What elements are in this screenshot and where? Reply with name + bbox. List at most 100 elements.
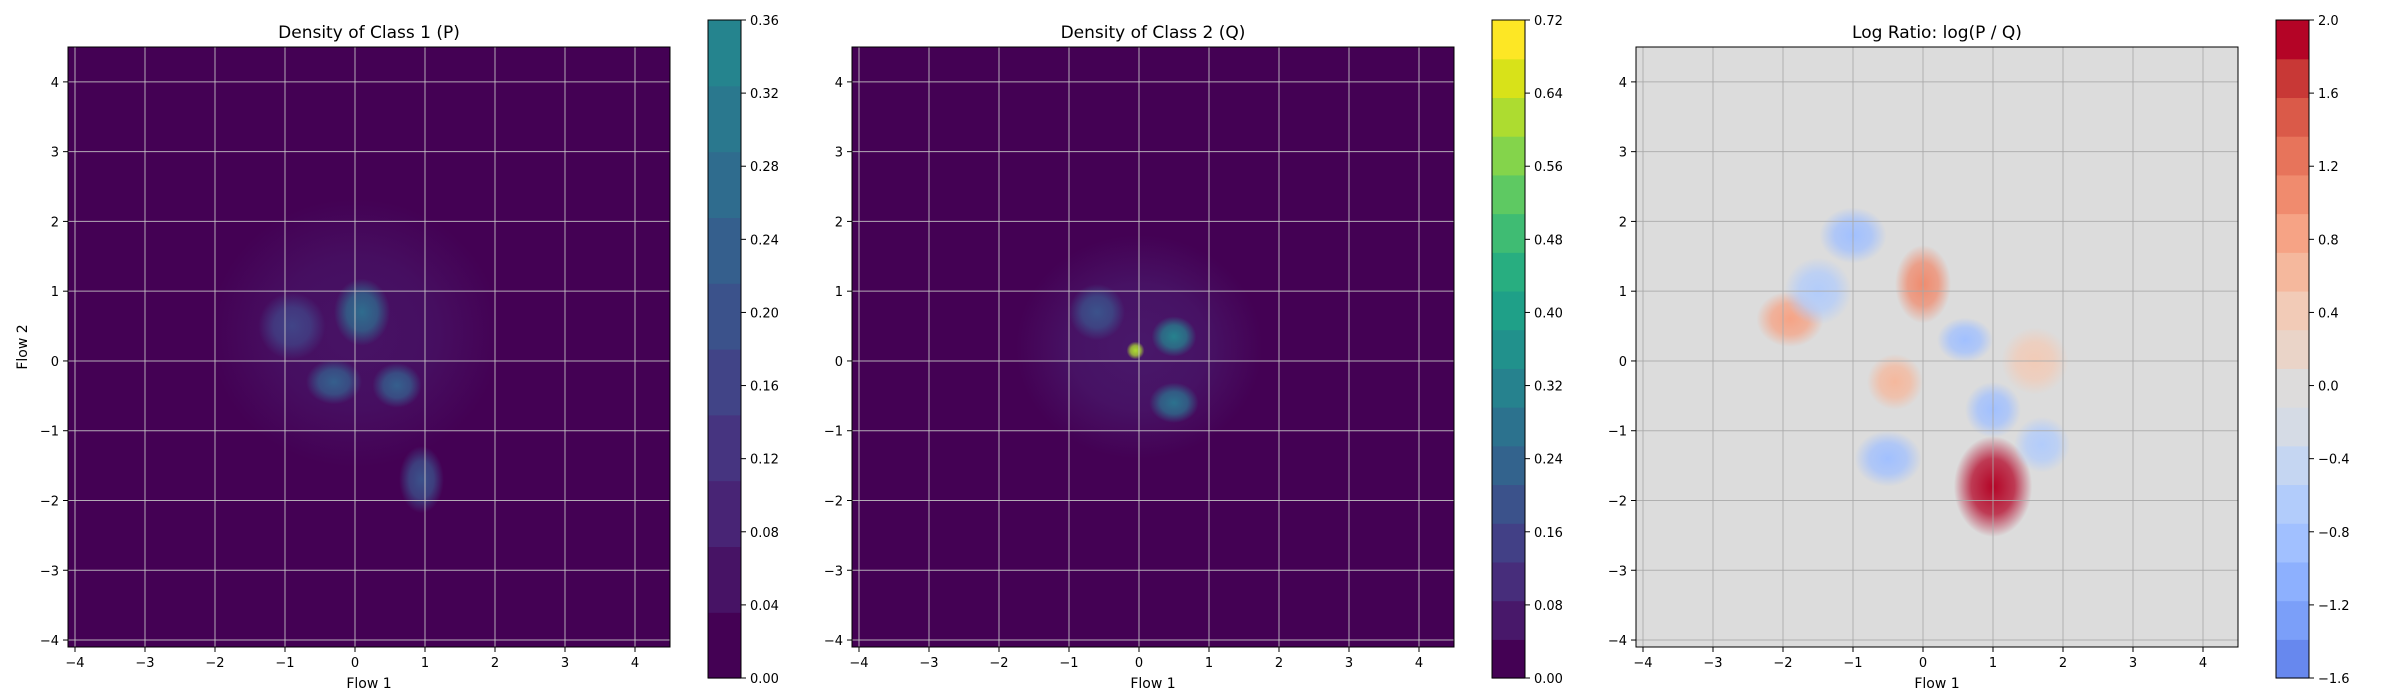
colorbar-tick-label: 0.0: [2318, 380, 2339, 395]
colorbar-segment: [1492, 368, 1525, 408]
colorbar-segment: [1492, 445, 1525, 486]
colorbar-tick-label: 0.24: [1534, 453, 1563, 468]
colorbar: 0.00 0.04 0.08 0.12 0.16 0.20 0.24 0.28 0.32 0.36: [707, 14, 779, 687]
colorbar-segment: [1492, 136, 1525, 176]
colorbar-segment: [708, 612, 741, 679]
colorbar-tick-label: 0.00: [750, 672, 779, 687]
colorbar-segment: [1492, 561, 1525, 602]
x-tick-label: 3: [561, 656, 569, 671]
x-tick-label: 2: [491, 656, 499, 671]
y-tick-label: 1: [51, 285, 59, 300]
density-region: [1069, 284, 1125, 341]
colorbar-tick-label: 0.16: [1534, 526, 1563, 541]
y-tick-label: −2: [824, 494, 843, 509]
colorbar-segment: [708, 151, 741, 218]
colorbar: −1.6 −1.2 −0.8 −0.4 0.0 0.4 0.8 1.2 1.6 2.0: [2275, 14, 2350, 687]
colorbar-segment: [2276, 600, 2309, 640]
chart-panel-2: −4 −3 −2 −1 0 1 2 3 4 −4 −3 −2 −1 0 1 2 3 4 Density of Cla…: [824, 14, 1563, 692]
colorbar-segment: [2276, 445, 2309, 486]
colorbar-tick-label: 0.04: [750, 599, 779, 614]
colorbar-segment: [1492, 639, 1525, 679]
x-tick-label: −1: [1843, 656, 1862, 671]
colorbar-segment: [2276, 174, 2309, 215]
colorbar-tick-label: 0.32: [1534, 380, 1563, 395]
colorbar-segment: [708, 20, 741, 87]
colorbar-segment: [2276, 368, 2309, 408]
y-tick-label: 4: [835, 76, 843, 91]
colorbar-segment: [2276, 20, 2309, 60]
x-tick-label: 3: [2129, 656, 2137, 671]
colorbar-tick-label: 0.00: [1534, 672, 1563, 687]
y-tick-label: −4: [824, 634, 843, 649]
x-tick-label: −2: [989, 656, 1008, 671]
y-tick-label: 2: [51, 215, 59, 230]
x-tick-label: −1: [1059, 656, 1078, 671]
colorbar-tick-label: 0.32: [750, 87, 779, 102]
x-tick-label: 1: [1989, 656, 1997, 671]
colorbar-tick-label: 1.6: [2318, 87, 2339, 102]
y-tick-label: 1: [1619, 285, 1627, 300]
y-tick-label: 0: [1619, 355, 1627, 370]
x-axis-label: Flow 1: [346, 676, 391, 692]
grid-lines: [68, 47, 670, 647]
x-tick-label: −3: [1703, 656, 1722, 671]
colorbar-segment: [2276, 561, 2309, 602]
colorbar-segment: [2276, 523, 2309, 563]
colorbar-segment: [2276, 136, 2309, 176]
colorbar-segment: [1492, 523, 1525, 563]
y-tick-label: 1: [835, 285, 843, 300]
colorbar-tick-label: 0.24: [750, 233, 779, 248]
plot-background: [1636, 47, 2238, 647]
y-tick-label: −1: [824, 425, 843, 440]
colorbar-segment: [1492, 484, 1525, 524]
density-region: [1854, 430, 1922, 487]
density-region: [399, 445, 444, 514]
colorbar: 0.00 0.08 0.16 0.24 0.32 0.40 0.48 0.56 0.64 0.72: [1491, 14, 1563, 687]
colorbar-tick-label: 2.0: [2318, 14, 2339, 29]
colorbar-tick-label: 0.08: [750, 526, 779, 541]
density-region: [1149, 382, 1199, 423]
colorbar-tick-label: 1.2: [2318, 160, 2339, 175]
x-tick-label: 4: [1415, 656, 1423, 671]
colorbar-segment: [708, 480, 741, 547]
y-tick-label: −2: [40, 494, 59, 509]
y-tick-label: −3: [40, 564, 59, 579]
x-axis-label: Flow 1: [1130, 676, 1175, 692]
colorbar-segment: [1492, 58, 1525, 99]
density-region: [306, 359, 362, 405]
colorbar-segment: [1492, 97, 1525, 137]
colorbar-frame: [2275, 19, 2310, 679]
x-tick-label: 4: [2199, 656, 2207, 671]
colorbar-segment: [708, 85, 741, 153]
y-tick-label: −1: [1608, 425, 1627, 440]
chart-title: Log Ratio: log(P / Q): [1852, 23, 2022, 43]
y-tick-label: −2: [1608, 494, 1627, 509]
colorbar-tick-label: 0.64: [1534, 87, 1563, 102]
colorbar-segment: [2276, 329, 2309, 369]
y-tick-label: 4: [1619, 76, 1627, 91]
x-tick-label: −4: [849, 656, 868, 671]
y-tick-label: −4: [1608, 634, 1627, 649]
density-region: [1151, 316, 1197, 357]
colorbar-segment: [2276, 290, 2309, 331]
x-tick-label: −3: [919, 656, 938, 671]
colorbar-tick-label: 0.08: [1534, 599, 1563, 614]
plot-frame: [67, 46, 671, 648]
y-axis-label: Flow 2: [15, 324, 31, 369]
colorbar-segment: [1492, 329, 1525, 369]
y-tick-label: −1: [40, 425, 59, 440]
colorbar-segment: [708, 283, 741, 350]
x-axis-label: Flow 1: [1914, 676, 1959, 692]
y-tick-label: 0: [835, 355, 843, 370]
colorbar-tick-label: −0.8: [2318, 526, 2350, 541]
density-region: [334, 278, 390, 346]
colorbar-tick-label: 0.16: [750, 380, 779, 395]
colorbar-segment: [2276, 58, 2309, 99]
colorbar-segment: [2276, 484, 2309, 524]
y-tick-label: 4: [51, 76, 59, 91]
colorbar-tick-label: 0.48: [1534, 233, 1563, 248]
y-tick-label: 3: [51, 146, 59, 161]
colorbar-tick-label: 0.4: [2318, 306, 2339, 321]
colorbar-segment: [708, 546, 741, 613]
